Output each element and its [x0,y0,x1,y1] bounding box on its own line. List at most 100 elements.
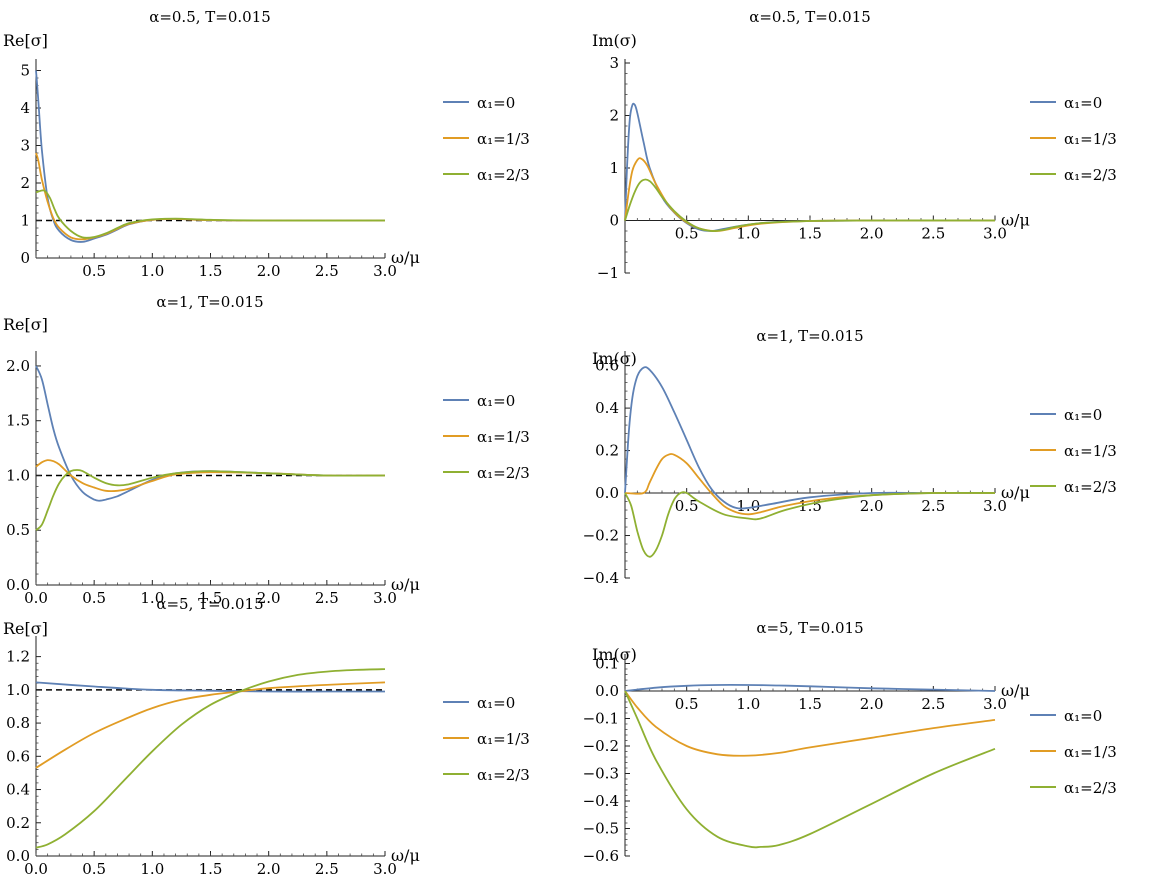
x-tick-label: 2.0 [257,262,281,280]
y-tick-label: 0.0 [595,484,619,502]
x-tick-label: 2.0 [257,860,281,878]
legend-label: α₁=0 [1064,94,1102,112]
x-tick-label: 2.5 [921,497,945,515]
chart-panel-6: α=5, T=0.015 Im(σ) −0.6 −0.5 −0.4 −0.3 −0.2 −0.… [583,619,1117,865]
legend-label: α₁=1/3 [1064,743,1117,761]
y-tick-label: 1.0 [6,466,30,484]
series-line-1 [624,102,996,232]
y-tick-label: −0.3 [583,765,619,783]
series-line-1 [624,683,996,692]
x-tick-label: 2.5 [921,225,945,243]
y-tick-label: 4 [20,99,30,117]
chart-title: α=5, T=0.015 [756,619,863,637]
x-tick-label: 0.0 [24,589,48,607]
x-tick-label: 0.5 [82,589,106,607]
x-tick-label: 0.5 [675,695,699,713]
y-tick-label: 0.2 [6,814,30,832]
y-tick-label: −0.5 [583,820,619,838]
legend-label: α₁=1/3 [1064,130,1117,148]
y-tick-label: 0.4 [6,781,30,799]
legend-label: α₁=0 [477,694,515,712]
y-tick-label: 1.2 [6,648,30,666]
series-line-3 [624,690,996,849]
y-tick-label: 2 [20,174,30,192]
y-tick-label: 0.5 [6,521,30,539]
y-tick-label: 0.2 [595,442,619,460]
x-tick-label: 0.5 [82,262,106,280]
legend-label: α₁=2/3 [1064,478,1117,496]
y-tick-label: −0.1 [583,710,619,728]
legend-label: α₁=2/3 [1064,166,1117,184]
y-tick-label: 0.6 [595,357,619,375]
legend-label: α₁=2/3 [477,166,530,184]
series-line-2 [624,453,996,516]
y-tick-label: 0.8 [6,714,30,732]
y-tick-label: 1 [20,212,30,230]
x-tick-label: 0.5 [82,860,106,878]
y-tick-label: 0.0 [6,847,30,865]
y-axis-label: Re[σ] [3,315,48,334]
y-tick-label: 0 [20,249,30,267]
y-tick-label: 0.6 [6,747,30,765]
x-tick-label: 0.0 [24,860,48,878]
series-line-3 [35,469,386,531]
x-tick-label: 1.5 [199,262,223,280]
series-line-3 [35,189,386,239]
legend-label: α₁=1/3 [477,428,530,446]
x-tick-label: 1.0 [140,589,164,607]
y-tick-label: −0.2 [583,527,619,545]
x-tick-label: 1.0 [736,497,760,515]
y-tick-label: 2 [609,107,619,125]
y-tick-label: 5 [20,62,30,80]
x-tick-label: 0.5 [675,225,699,243]
x-tick-label: 1.5 [798,695,822,713]
x-axis-label: ω/μ [391,575,420,594]
chart-panel-2: α=0.5, T=0.015 Im(σ) −1 0 1 2 3 0.5 1.0 1.5 2.0 2.5… [592,8,1117,282]
x-tick-label: 0.5 [675,497,699,515]
y-tick-label: 0.4 [595,399,619,417]
x-tick-label: 3.0 [983,225,1007,243]
chart-title: α=0.5, T=0.015 [749,8,871,26]
x-tick-label: 1.5 [199,589,223,607]
chart-title: α=1, T=0.015 [756,327,863,345]
x-tick-label: 2.0 [860,497,884,515]
series-line-3 [35,668,386,849]
series-line-1 [35,365,386,502]
series-line-1 [624,366,995,510]
y-tick-label: 1.0 [6,681,30,699]
legend-label: α₁=0 [477,94,515,112]
x-axis-label: ω/μ [1001,211,1030,230]
series-line-1 [35,681,385,693]
y-axis-label: Re[σ] [3,619,48,638]
chart-panel-5: α=5, T=0.015 Re[σ] 0.0 0.2 0.4 0.6 0.8 1.0 1.2 0.… [3,595,530,878]
y-tick-label: 3 [609,54,619,72]
y-tick-label: 2.0 [6,357,30,375]
y-axis-label: Im(σ) [592,645,637,664]
y-tick-label: 0 [609,212,619,230]
chart-title: α=5, T=0.015 [156,595,263,613]
y-tick-label: 3 [20,137,30,155]
y-tick-label: 0.1 [595,655,619,673]
x-tick-label: 1.0 [736,225,760,243]
chart-panel-1: α=0.5, T=0.015 Re[σ] 0 1 2 3 4 5 0.5 1.0 1.5 2.0 2.5… [3,8,530,280]
x-tick-label: 1.0 [140,860,164,878]
x-axis-label: ω/μ [1001,483,1030,502]
legend-label: α₁=1/3 [1064,442,1117,460]
x-tick-label: 2.5 [921,695,945,713]
y-tick-label: 0.0 [595,682,619,700]
chart-panel-4: α=1, T=0.015 Im(σ) −0.4 −0.2 0.0 0.2 0.4 0.6 0.5… [583,327,1117,587]
y-tick-label: −1 [597,264,619,282]
series-line-3 [624,491,996,558]
y-tick-label: −0.4 [583,569,619,587]
legend-label: α₁=2/3 [477,766,530,784]
x-tick-label: 2.0 [257,589,281,607]
legend-label: α₁=2/3 [1064,779,1117,797]
x-tick-label: 3.0 [373,262,397,280]
x-tick-label: 2.5 [315,860,339,878]
series-line-2 [35,681,386,769]
legend-label: α₁=0 [477,392,515,410]
x-tick-label: 3.0 [373,589,397,607]
x-tick-label: 1.0 [140,262,164,280]
y-axis-label: Im(σ) [592,349,637,368]
y-axis-label: Im(σ) [592,31,637,50]
